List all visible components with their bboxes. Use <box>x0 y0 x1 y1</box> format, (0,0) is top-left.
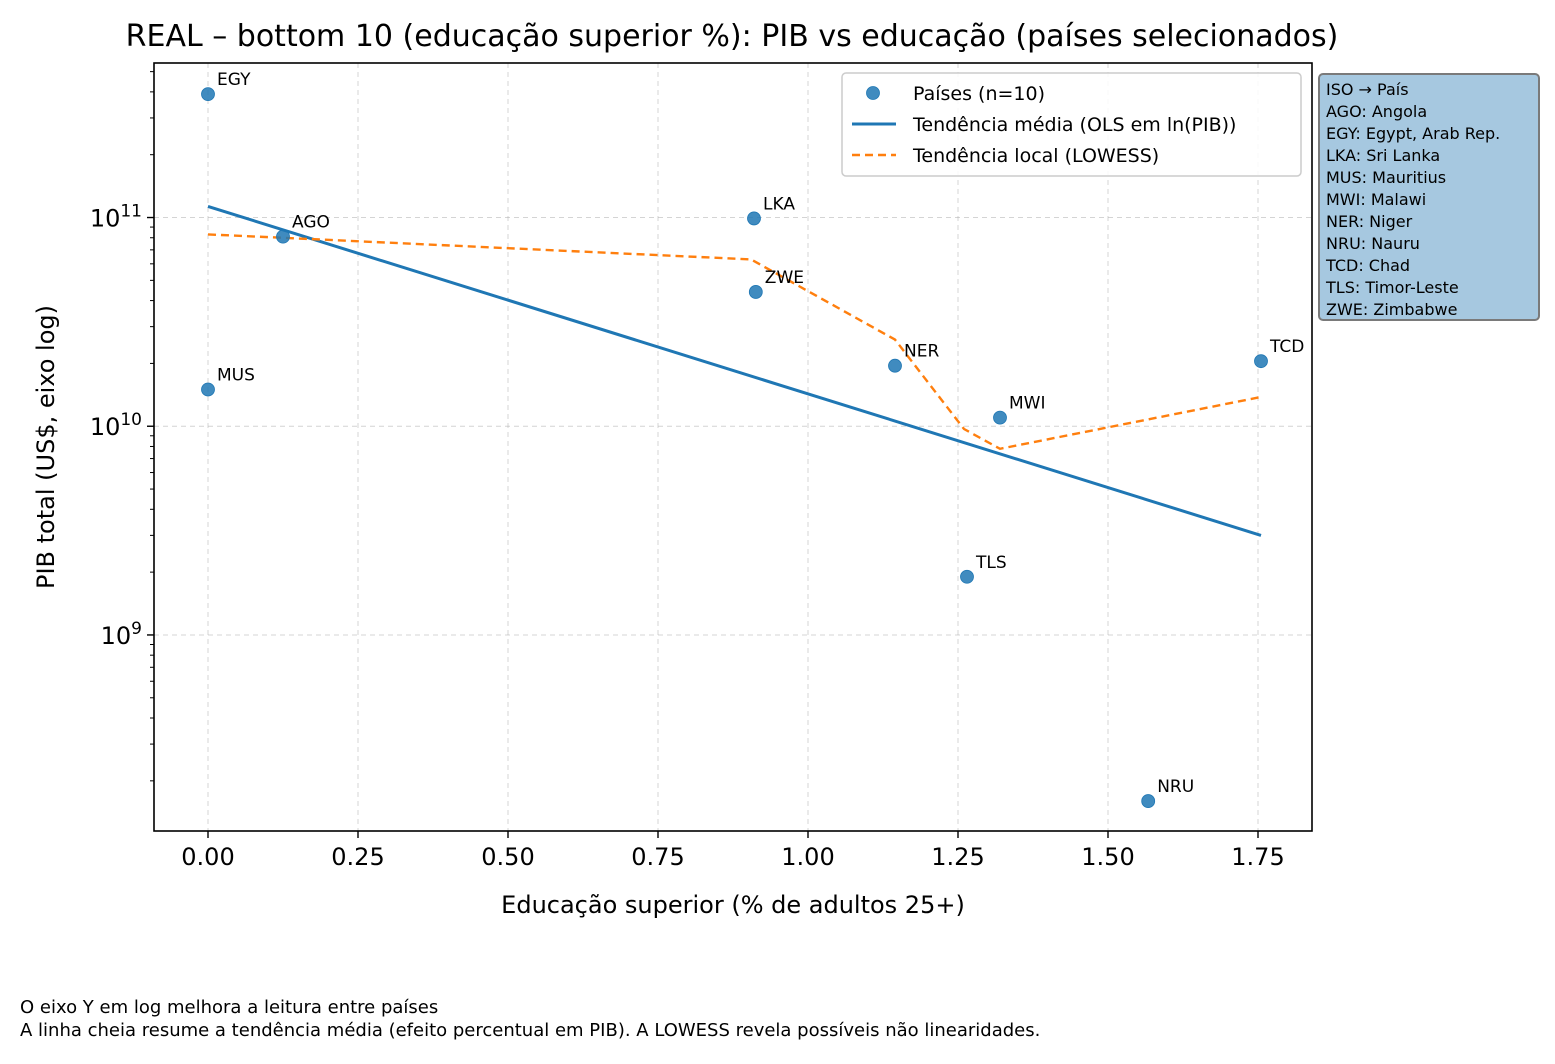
x-tick-label: 1.50 <box>1081 843 1134 871</box>
data-point-ago <box>276 229 290 244</box>
data-point-mwi <box>993 410 1007 425</box>
iso-legend-title: ISO → País <box>1326 80 1409 99</box>
point-label-zwe: ZWE <box>765 268 804 288</box>
x-axis-ticks: 0.00 0.25 0.50 0.75 1.00 1.25 1.50 1.75 <box>181 831 1285 871</box>
x-tick-label: 0.50 <box>481 843 534 871</box>
point-label-mwi: MWI <box>1009 394 1046 414</box>
point-label-tcd: TCD <box>1269 337 1304 357</box>
data-point-tcd <box>1254 354 1268 369</box>
data-point-zwe <box>748 285 763 299</box>
legend-marker-points <box>866 86 880 100</box>
data-point-ner <box>888 358 902 373</box>
plot-frame <box>153 62 1313 832</box>
data-point-egy <box>201 87 215 102</box>
iso-legend-item: MUS: Mauritius <box>1326 168 1447 187</box>
footer-note: O eixo Y em log melhora a leitura entre … <box>20 996 1040 1042</box>
point-label-lka: LKA <box>763 194 795 214</box>
iso-legend-item: ZWE: Zimbabwe <box>1326 300 1458 319</box>
iso-legend-item: MWI: Malawi <box>1326 190 1427 209</box>
legend-label-points: Países (n=10) <box>913 83 1045 105</box>
x-tick-label: 1.25 <box>931 843 984 871</box>
x-tick-label: 0.75 <box>631 843 684 871</box>
ols-trend-line <box>207 204 1262 537</box>
point-label-ner: NER <box>904 342 939 362</box>
iso-legend-item: TCD: Chad <box>1326 256 1411 275</box>
y-tick-label: 1010 <box>90 410 142 441</box>
point-label-ago: AGO <box>292 213 330 233</box>
y-minor-ticks <box>150 71 154 782</box>
iso-legend-item: LKA: Sri Lanka <box>1326 146 1441 165</box>
iso-legend-item: NER: Niger <box>1326 212 1413 231</box>
x-tick-label: 0.25 <box>331 843 384 871</box>
grid <box>154 63 1312 831</box>
y-tick-label: 109 <box>101 619 142 650</box>
x-tick-label: 1.00 <box>781 843 834 871</box>
iso-legend-item: AGO: Angola <box>1326 102 1428 121</box>
iso-legend-item: TLS: Timor-Leste <box>1326 278 1459 297</box>
y-axis-ticks: 109 1010 1011 <box>90 202 154 650</box>
point-label-nru: NRU <box>1157 777 1194 797</box>
legend-label-lowess: Tendência local (LOWESS) <box>912 145 1159 167</box>
point-label-egy: EGY <box>217 70 251 90</box>
x-tick-label: 0.00 <box>181 843 234 871</box>
y-axis-label: PIB total (US$, eixo log) <box>32 305 60 589</box>
trend-lines <box>207 204 1262 537</box>
lowess-trend-line <box>207 233 1262 451</box>
chart-title: REAL – bottom 10 (educação superior %): … <box>126 19 1339 54</box>
iso-legend-item: EGY: Egypt, Arab Rep. <box>1326 124 1501 143</box>
legend-frame <box>841 72 1302 177</box>
iso-country-legend: ISO → País AGO: Angola EGY: Egypt, Arab … <box>1318 73 1540 321</box>
footer-line-1: O eixo Y em log melhora a leitura entre … <box>20 997 439 1018</box>
point-label-mus: MUS <box>217 365 255 385</box>
data-point-tls <box>960 569 974 584</box>
data-point-mus <box>201 382 215 397</box>
legend: Países (n=10) Tendência média (OLS em ln… <box>841 72 1302 177</box>
x-axis-label: Educação superior (% de adultos 25+) <box>501 891 965 919</box>
data-point-nru <box>1141 794 1156 808</box>
iso-legend-item: NRU: Nauru <box>1326 234 1420 253</box>
data-points: EGY AGO MUS LKA ZWE NER MWI TLS NRU TCD <box>201 70 1304 808</box>
y-tick-label: 1011 <box>90 202 142 233</box>
x-tick-label: 1.75 <box>1231 843 1284 871</box>
data-point-lka <box>747 211 761 226</box>
legend-label-ols: Tendência média (OLS em ln(PIB)) <box>912 114 1236 136</box>
footer-line-2: A linha cheia resume a tendência média (… <box>20 1020 1041 1041</box>
point-label-tls: TLS <box>975 553 1007 573</box>
